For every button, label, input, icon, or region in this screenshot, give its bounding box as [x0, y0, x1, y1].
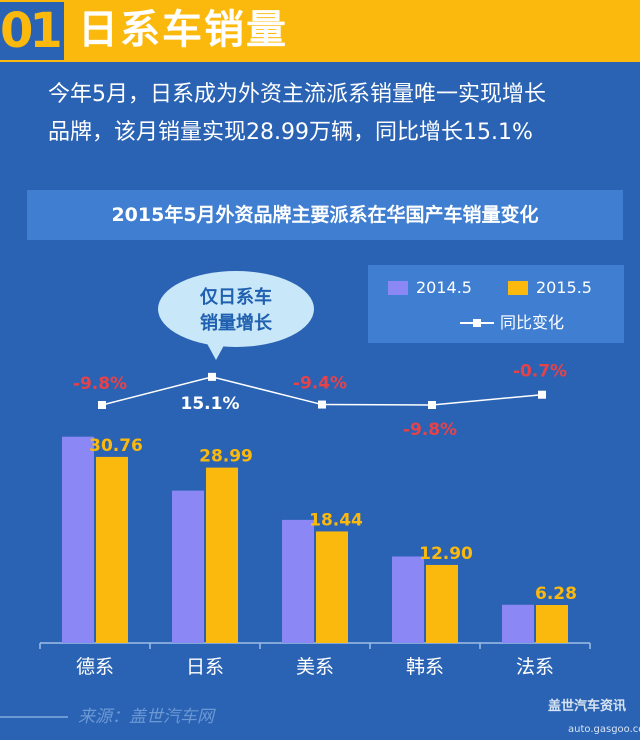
x-tick-label: 法系 — [516, 656, 554, 678]
legend-item-2014: 2014.5 — [388, 278, 472, 298]
callout-line-1: 仅日系车 — [200, 287, 272, 308]
yoy-marker — [208, 372, 216, 381]
callout-tail — [204, 338, 228, 360]
intro-line-2: 品牌，该月销量实现28.99万辆，同比增长15.1% — [48, 120, 533, 145]
legend-item-2015: 2015.5 — [508, 278, 592, 298]
bar-2014 — [392, 556, 424, 643]
watermark-url: auto.gasgoo.com — [568, 724, 640, 735]
x-tick-label: 日系 — [186, 656, 224, 678]
legend-line-swatch — [460, 318, 494, 328]
callout-line-2: 销量增长 — [200, 313, 272, 334]
watermark-logo: 盖世汽车资讯 — [548, 699, 627, 714]
legend: 2014.5 2015.5 同比变化 — [368, 265, 624, 343]
yoy-marker — [538, 390, 546, 399]
yoy-label: -9.8% — [73, 374, 127, 394]
bar-2014 — [62, 436, 94, 643]
page-title: 日系车销量 — [78, 7, 288, 53]
footer-source: 来源：盖世汽车网 — [78, 707, 214, 727]
yoy-label: -9.8% — [403, 420, 457, 440]
data-label-2015: 28.99 — [199, 447, 253, 467]
yoy-label: -0.7% — [513, 362, 567, 382]
legend-item-yoy: 同比变化 — [460, 313, 564, 333]
bar-2015 — [426, 564, 458, 643]
bar-2015 — [96, 456, 128, 643]
chart-title-box: 2015年5月外资品牌主要派系在华国产车销量变化 — [27, 190, 623, 240]
yoy-marker — [428, 401, 436, 409]
legend-label-yoy: 同比变化 — [500, 313, 565, 332]
legend-swatch-2015 — [508, 281, 528, 295]
yoy-label: -9.4% — [293, 374, 347, 394]
bar-2015 — [536, 605, 568, 643]
data-label-2015: 30.76 — [89, 436, 143, 456]
callout-bubble: 仅日系车 销量增长 — [158, 271, 314, 347]
intro-line-1: 今年5月，日系成为外资主流派系销量唯一实现增长 — [48, 82, 546, 107]
x-tick-label: 美系 — [296, 656, 334, 678]
section-number: 01 — [0, 2, 64, 60]
intro-paragraph: 今年5月，日系成为外资主流派系销量唯一实现增长 品牌，该月销量实现28.99万辆… — [48, 76, 618, 152]
legend-label-2015: 2015.5 — [536, 278, 592, 297]
bar-2015 — [316, 531, 348, 643]
bar-2014 — [282, 519, 314, 643]
legend-label-2014: 2014.5 — [416, 278, 472, 297]
yoy-marker — [318, 400, 326, 409]
x-tick-label: 韩系 — [406, 656, 444, 678]
callout-text: 仅日系车 销量增长 — [158, 285, 314, 337]
data-label-2015: 6.28 — [535, 584, 577, 604]
yoy-marker — [98, 401, 106, 409]
bar-2014 — [502, 604, 534, 643]
legend-swatch-2014 — [388, 281, 408, 295]
x-tick-label: 德系 — [76, 656, 114, 678]
bar-2015 — [206, 467, 238, 643]
yoy-label: 15.1% — [181, 394, 240, 414]
data-label-2015: 18.44 — [309, 510, 363, 530]
chart-title: 2015年5月外资品牌主要派系在华国产车销量变化 — [111, 204, 539, 226]
bar-2014 — [172, 490, 204, 643]
data-label-2015: 12.90 — [419, 544, 473, 564]
footer-divider — [0, 716, 68, 718]
header-title-box — [70, 2, 640, 58]
